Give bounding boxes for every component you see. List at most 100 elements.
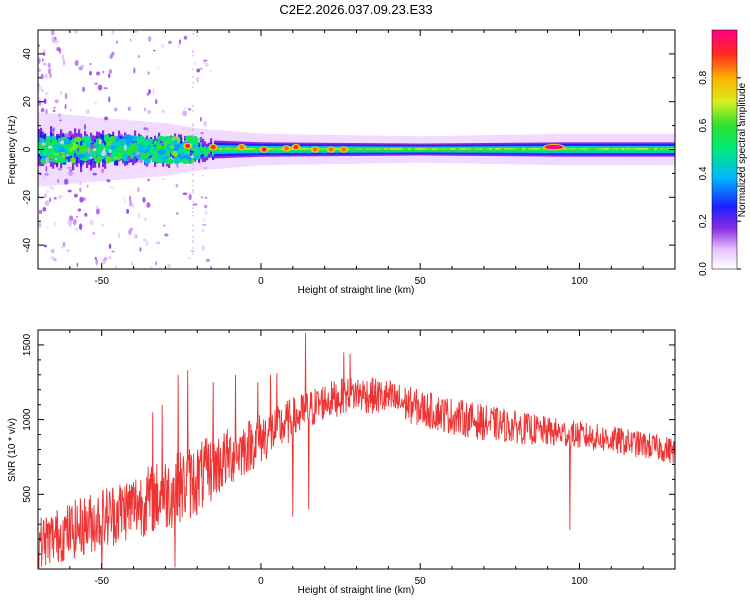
speckle [109,186,114,189]
streak [192,160,194,163]
band-column [40,143,43,151]
speckle [152,88,155,95]
noise-blob [125,138,131,147]
snr-frame [37,329,676,570]
speckle [89,219,94,225]
speckle [74,59,79,67]
noise-blob [192,143,197,148]
noise-blob [150,155,158,162]
speckle [203,59,208,62]
streak [192,214,194,217]
speckle [147,110,152,114]
core-line [660,148,664,150]
colorbar-tick-label: 0.8 [698,70,709,84]
band-column [98,145,101,155]
speckle [38,180,41,186]
speckle [166,263,172,269]
core-line [306,148,310,150]
speckle [50,30,55,36]
y-tick-label: -20 [22,190,33,205]
speckle [44,192,47,199]
speckle [80,64,85,68]
speckle [156,241,161,245]
speckle [45,156,50,164]
speckle [164,233,169,237]
speckle [49,72,52,79]
noise-blob [129,143,139,151]
core-line [510,148,514,150]
speckle [147,178,151,182]
speckle [94,256,97,260]
noise-blob [41,148,50,157]
band-column [128,146,131,155]
core-line [471,148,475,150]
core-line [483,148,487,150]
streak [192,82,194,84]
speckle [90,143,95,149]
speckle [52,124,57,127]
speckle [176,162,179,168]
speckle [84,212,88,217]
speckle [138,55,140,59]
core-line [414,148,418,150]
y-tick-label: -40 [22,237,33,252]
speckle [95,258,99,266]
noise-blob [93,144,101,149]
band-column [100,143,103,151]
speckle [115,265,117,269]
streak [192,123,194,125]
core-line [651,148,655,150]
noise-blob [64,147,69,155]
speckle [126,208,130,214]
noise-blob [46,142,55,146]
speckle [60,90,62,96]
speckle [43,244,48,248]
speckle [183,35,188,40]
speckle [73,218,77,226]
noise-blob [117,150,127,155]
speckle [83,197,86,201]
core-line [573,148,577,150]
noise-blob [81,135,92,142]
speckle [97,84,103,91]
speckle [192,203,198,206]
colorbar-tick-label: 0.4 [698,166,709,180]
speckle [147,127,149,133]
core-line [528,148,532,150]
speckle [79,181,82,186]
core-line [435,148,439,150]
noise-blob [108,145,117,150]
streak [192,76,194,78]
speckle [67,166,72,169]
streak [192,68,194,71]
speckle [92,148,97,152]
y-tick-label: 1500 [22,333,33,356]
core-line [588,148,592,150]
core-line [525,148,529,150]
speckle [89,71,93,76]
core-line [444,148,448,150]
noise-blob [188,139,195,144]
speckle [135,30,139,33]
speckle [200,132,204,135]
speckle [210,266,213,269]
speckle [38,209,43,215]
speckle [108,96,111,103]
core-line [639,148,643,150]
core-line [357,148,361,150]
noise-blob [50,135,57,140]
band-column [166,147,169,156]
speckle [204,209,208,216]
speckle [78,223,83,230]
speckle [51,36,56,43]
core-line [474,148,478,150]
streak [192,54,194,57]
streak [192,191,194,193]
snr-axes: -50 0 50 100 500 1000 1500 [22,329,676,587]
noise-blob [103,134,110,142]
core-line [420,148,424,150]
core-line [609,148,613,150]
speckle [45,108,48,115]
speckle [58,113,61,118]
x-tick-label: -50 [94,576,109,587]
